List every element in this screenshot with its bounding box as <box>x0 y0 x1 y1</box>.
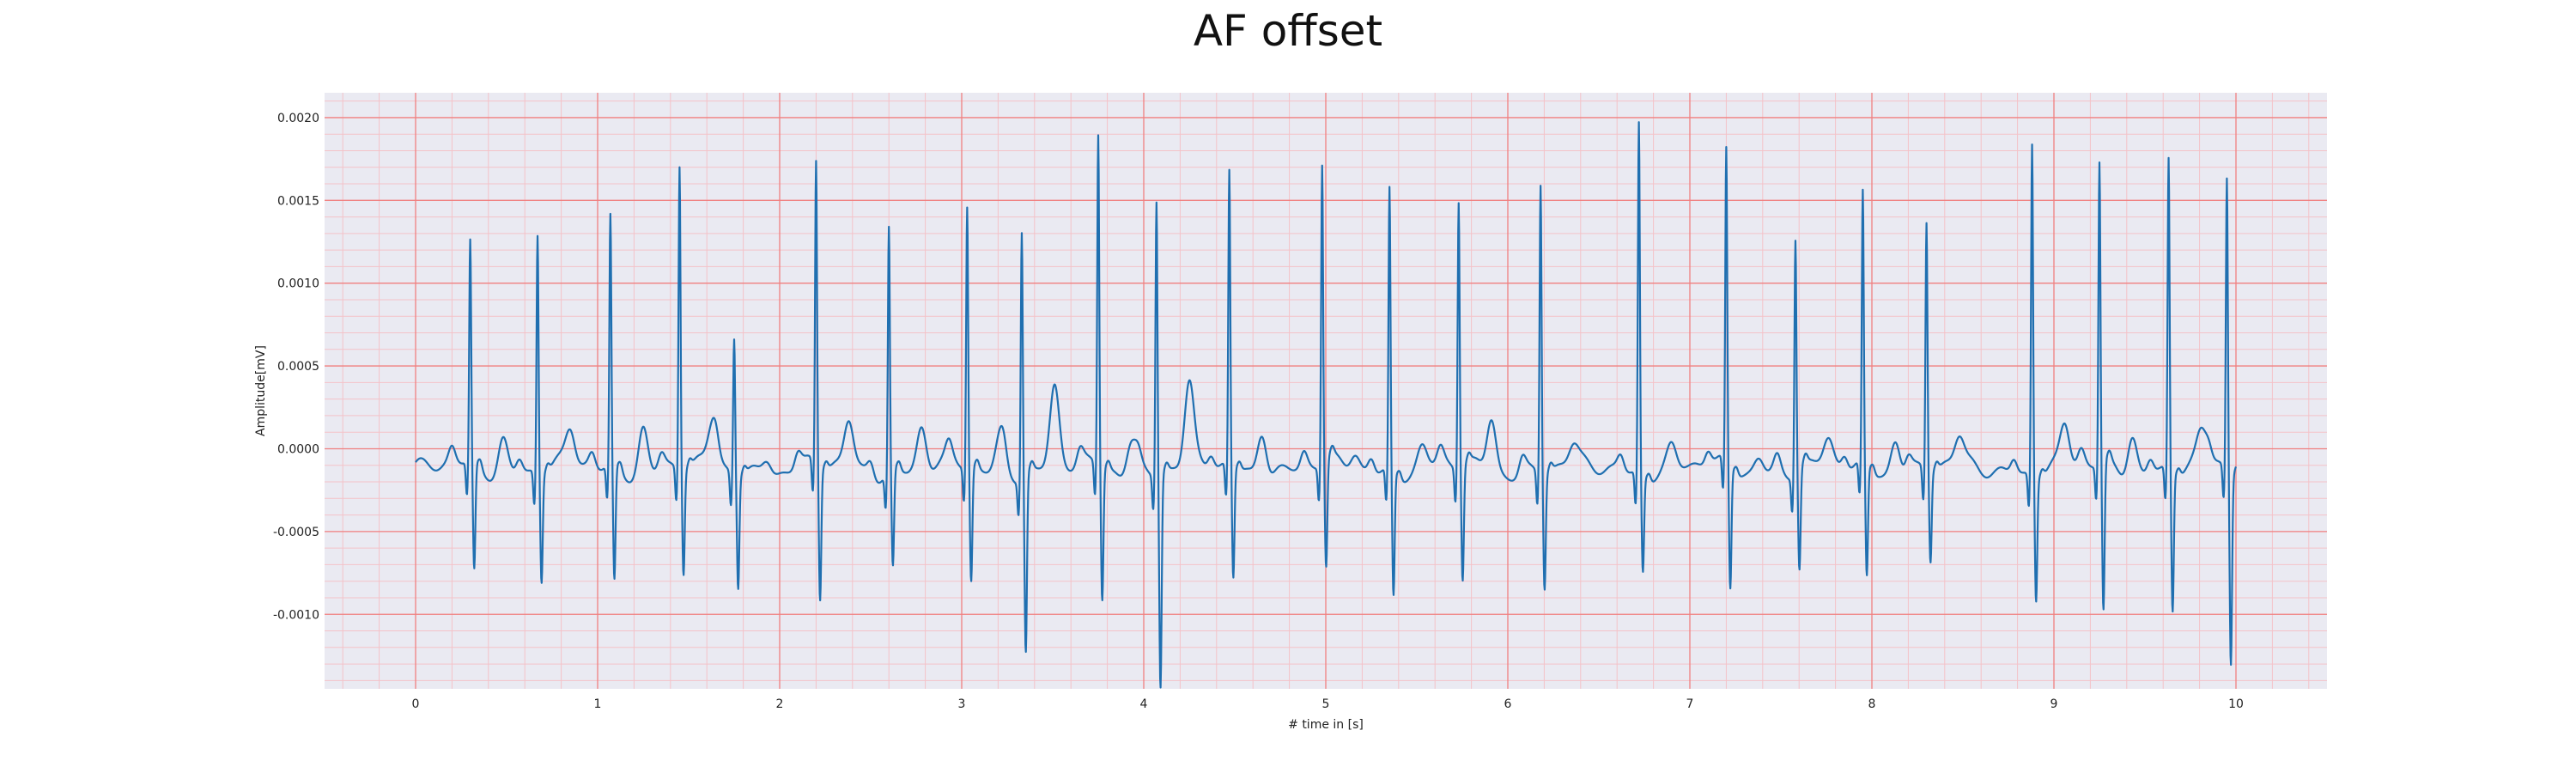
x-tick-label: 2 <box>776 697 784 711</box>
y-tick-label: 0.0020 <box>277 112 319 125</box>
x-axis-ticks: 0 1 2 3 4 5 6 7 8 9 10 <box>412 697 2244 711</box>
y-tick-label: 0.0005 <box>277 360 319 374</box>
y-tick-label: 0.0015 <box>277 194 319 208</box>
y-tick-label: 0.0010 <box>277 277 319 291</box>
chart-title: AF offset <box>1193 6 1383 56</box>
x-tick-label: 0 <box>412 697 420 711</box>
y-tick-label: -0.0010 <box>273 608 319 622</box>
x-tick-label: 8 <box>1868 697 1876 711</box>
x-axis-label: # time in [s] <box>1288 718 1364 732</box>
y-tick-label: 0.0000 <box>277 442 319 456</box>
y-axis-ticks: -0.0010 -0.0005 0.0000 0.0005 0.0010 0.0015 0.… <box>273 112 319 622</box>
y-axis-label: Amplitude[mV] <box>254 345 268 436</box>
y-tick-label: -0.0005 <box>273 526 319 539</box>
x-tick-label: 4 <box>1140 697 1148 711</box>
x-tick-label: 7 <box>1686 697 1694 711</box>
ecg-signal-line <box>415 121 2238 689</box>
x-tick-label: 3 <box>958 697 966 711</box>
x-tick-label: 5 <box>1322 697 1330 711</box>
x-tick-label: 1 <box>594 697 602 711</box>
x-tick-label: 10 <box>2228 697 2244 711</box>
x-tick-label: 6 <box>1504 697 1512 711</box>
x-tick-label: 9 <box>2050 697 2058 711</box>
